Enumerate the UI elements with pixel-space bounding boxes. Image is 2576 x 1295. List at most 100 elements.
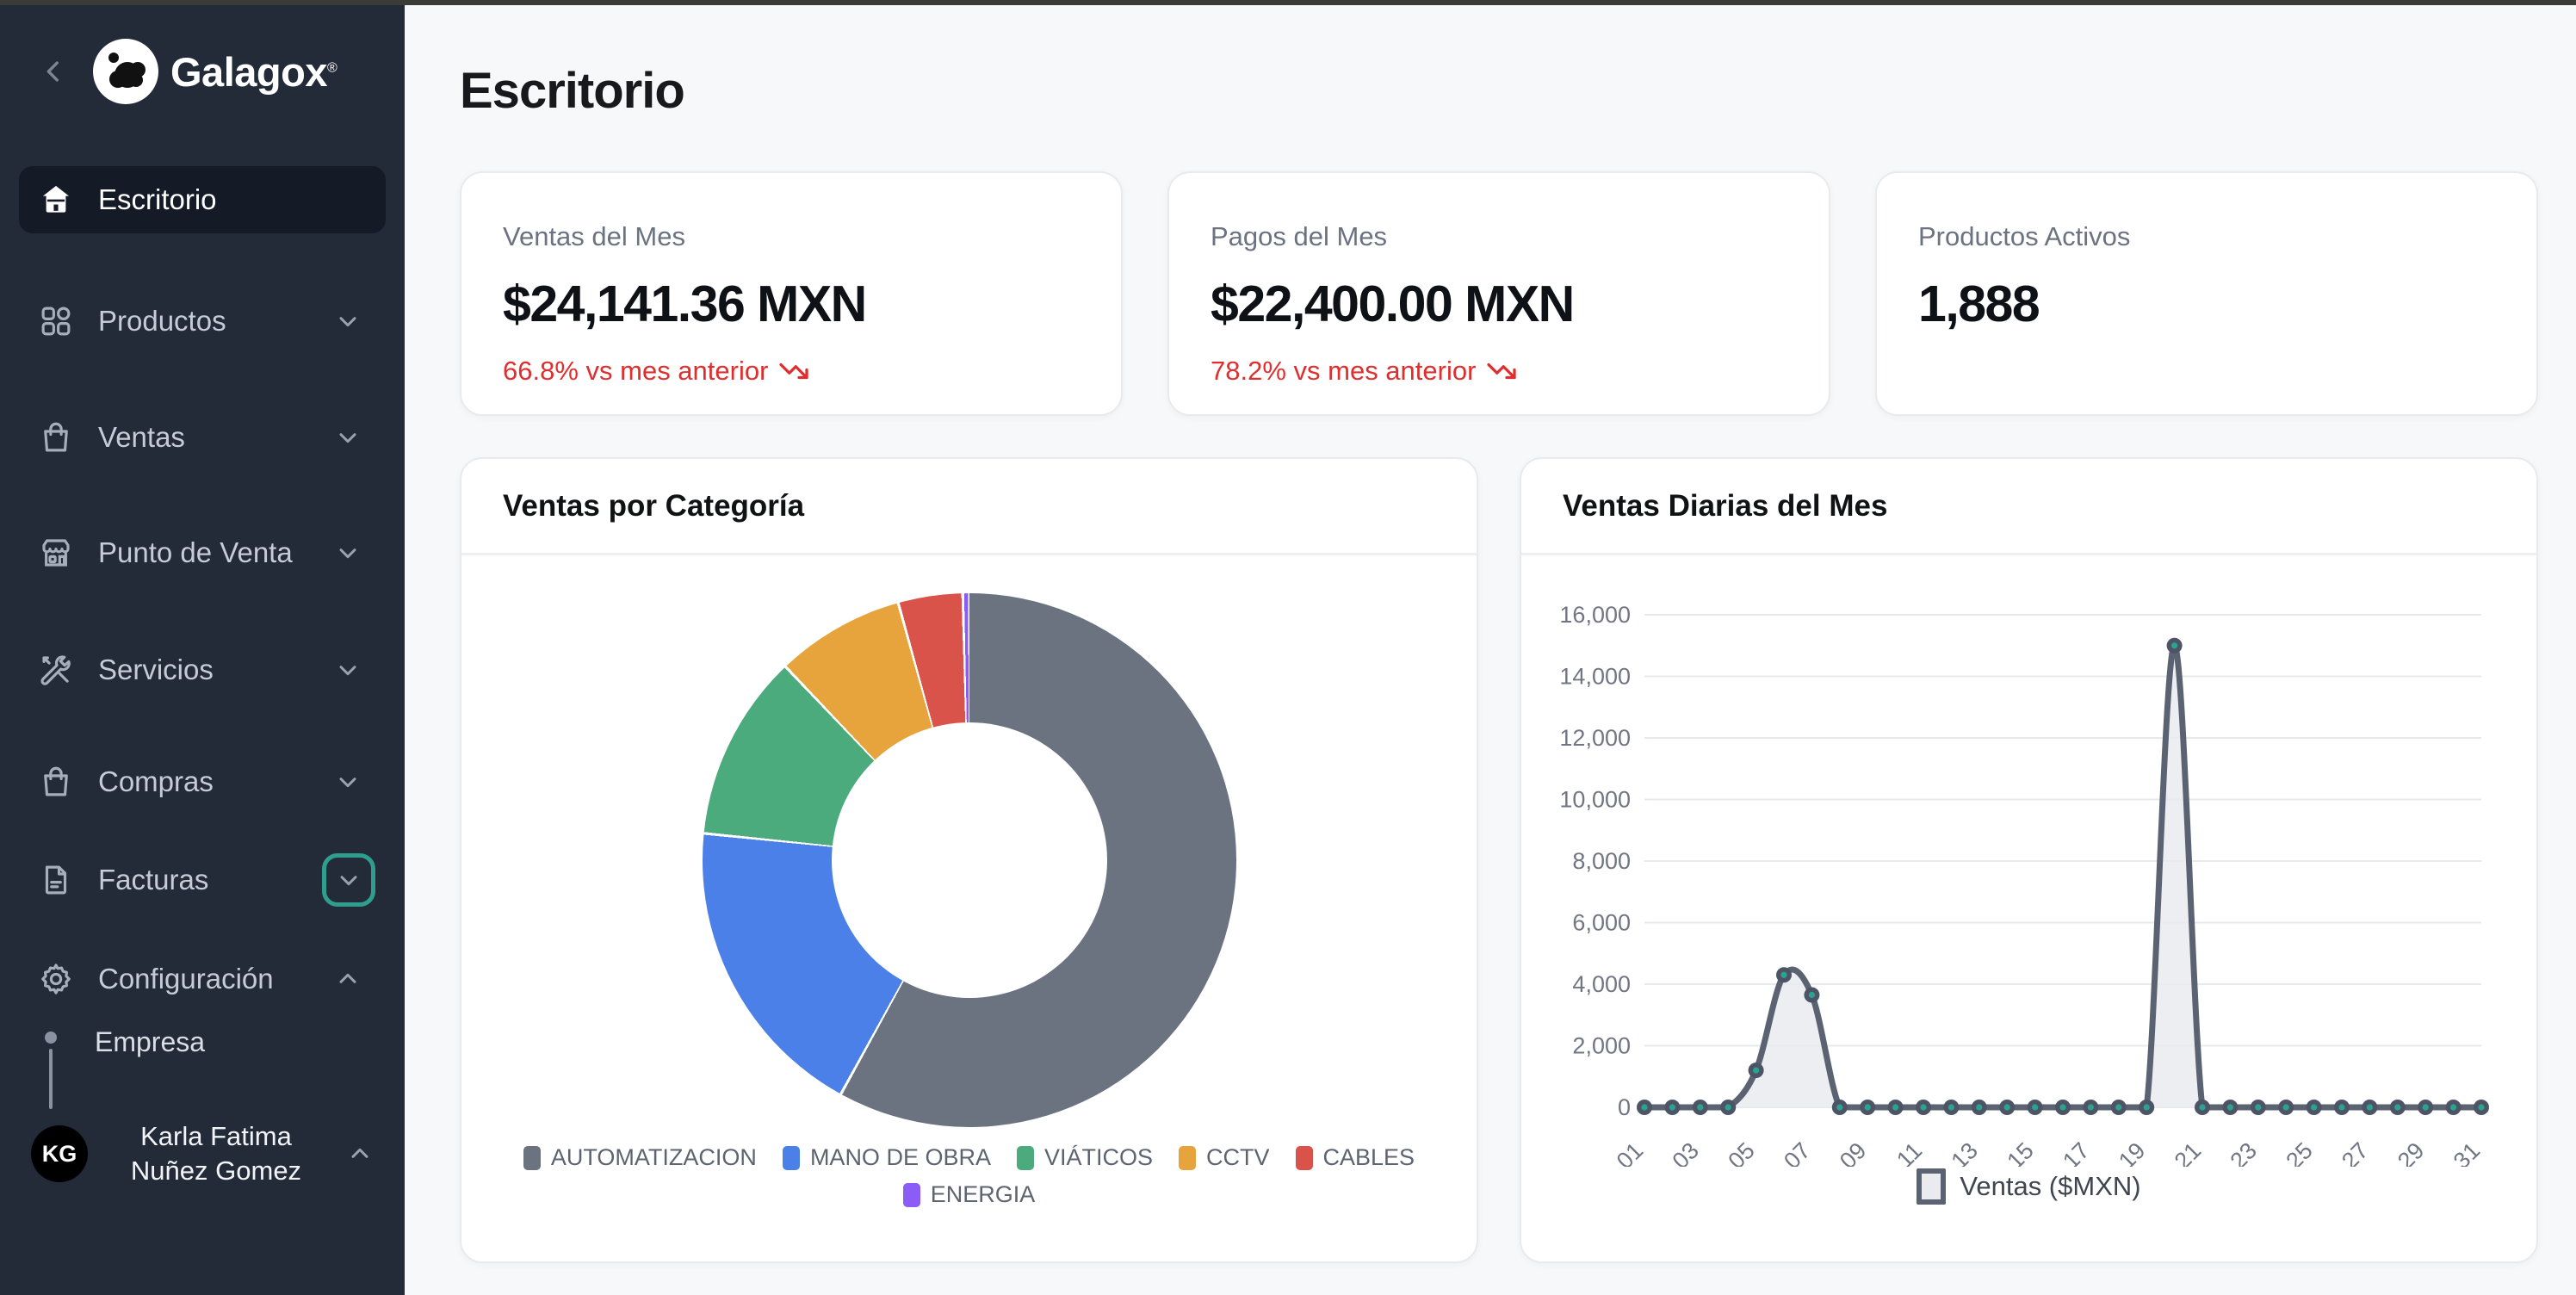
submenu-indicator-dot (45, 1032, 57, 1044)
sidebar-item-label: Punto de Venta (98, 536, 293, 568)
stat-value: $24,141.36 MXN (503, 276, 867, 332)
sidebar-item-ventas[interactable]: Ventas (19, 404, 386, 471)
x-axis-tick-label: 05 (1723, 1137, 1759, 1167)
chevron-down-icon (332, 654, 363, 685)
sidebar-item-label: Configuración (98, 963, 274, 994)
legend-label: CCTV (1206, 1144, 1270, 1170)
donut-hole (831, 722, 1107, 998)
sidebar: Galagox® Escritorio Productos Ventas Pun… (0, 0, 405, 1295)
x-axis-tick-label: 01 (1612, 1137, 1648, 1167)
stat-label: Pagos del Mes (1211, 221, 1388, 251)
app-logo[interactable]: Galagox® (93, 39, 337, 104)
charts-row: Ventas por Categoría AUTOMATIZACION MANO … (460, 457, 2538, 1263)
sidebar-item-compras[interactable]: Compras (19, 748, 386, 815)
legend-swatch (902, 1182, 920, 1207)
user-name: Karla Fatima Nuñez Gomez (88, 1119, 344, 1188)
chevron-down-icon (332, 306, 363, 337)
sidebar-item-facturas[interactable]: Facturas (19, 846, 386, 914)
legend-item[interactable]: CABLES (1295, 1144, 1415, 1171)
legend-label: AUTOMATIZACION (550, 1144, 757, 1170)
chevron-down-icon (332, 537, 363, 568)
donut-legend: AUTOMATIZACION MANO DE OBRA VIÁTICOS CCTV CA… (523, 1144, 1415, 1208)
donut-chart: AUTOMATIZACION MANO DE OBRA VIÁTICOS CCTV CA… (461, 555, 1477, 1261)
document-icon (36, 860, 76, 900)
y-axis-tick-label: 2,000 (1572, 1033, 1631, 1059)
y-axis-tick-label: 0 (1618, 1094, 1631, 1120)
submenu-indicator-line (49, 1049, 53, 1109)
y-axis-tick-label: 6,000 (1572, 910, 1631, 936)
chart-header: Ventas por Categoría (461, 459, 1477, 555)
gear-icon (36, 959, 76, 999)
sidebar-item-label: Ventas (98, 421, 185, 453)
y-axis-tick-label: 8,000 (1572, 848, 1631, 874)
shopping-bag-icon (36, 418, 76, 457)
sidebar-item-escritorio[interactable]: Escritorio (19, 166, 386, 233)
line-chart-plot[interactable]: 0 2,000 4,000 6,000 8,000 10,000 12,000 14,000 1… (1521, 555, 2537, 1174)
legend-label: ENERGIA (930, 1181, 1036, 1207)
sidebar-subitem-empresa[interactable]: Empresa (0, 1018, 405, 1066)
sidebar-item-servicios[interactable]: Servicios (19, 636, 386, 703)
legend-item[interactable]: AUTOMATIZACION (523, 1144, 757, 1171)
x-axis-tick-label: 11 (1892, 1137, 1927, 1167)
sidebar-subitem-label: Empresa (95, 1025, 206, 1057)
y-axis-tick-label: 16,000 (1559, 602, 1631, 628)
donut-ring[interactable] (702, 593, 1236, 1127)
sidebar-item-label: Productos (98, 305, 226, 337)
logo-text: Galagox® (170, 48, 337, 95)
legend-item[interactable]: ENERGIA (902, 1181, 1036, 1208)
legend-swatch (1016, 1145, 1034, 1170)
galagox-logo-icon (93, 39, 158, 104)
chart-card-ventas-diarias: Ventas Diarias del Mes 0 2,000 4,000 6,000 8… (1520, 457, 2538, 1263)
sidebar-item-configuracion[interactable]: Configuración (19, 945, 386, 1013)
x-axis-tick-label: 07 (1779, 1137, 1815, 1167)
page-title: Escritorio (460, 63, 685, 119)
chevron-left-icon (46, 61, 59, 82)
y-axis-tick-label: 4,000 (1572, 971, 1631, 997)
x-axis-tick-label: 23 (2226, 1137, 2262, 1167)
stat-delta: 66.8% vs mes anterior (503, 356, 1080, 387)
y-axis-tick-label: 10,000 (1559, 787, 1631, 813)
x-axis-tick-label: 17 (2058, 1137, 2094, 1167)
storefront-icon (36, 533, 76, 573)
collapse-sidebar-button[interactable] (34, 53, 72, 90)
legend-item[interactable]: VIÁTICOS (1016, 1144, 1153, 1171)
stat-card-pagos-del-mes: Pagos del Mes $22,400.00 MXN 78.2% vs me… (1167, 171, 1830, 416)
legend-item[interactable]: CCTV (1179, 1144, 1270, 1171)
chevron-up-icon (344, 1138, 375, 1169)
legend-label: MANO DE OBRA (809, 1144, 991, 1170)
chevron-up-icon (332, 964, 363, 994)
stat-value: 1,888 (1918, 276, 2040, 332)
x-axis-tick-label: 21 (2170, 1137, 2206, 1167)
legend-item[interactable]: MANO DE OBRA (782, 1144, 991, 1171)
facturas-chevron-focus-ring[interactable] (322, 853, 375, 907)
trending-down-icon (779, 362, 809, 380)
user-name-line1: Karla Fatima (140, 1121, 292, 1151)
user-name-line2: Nuñez Gomez (130, 1156, 302, 1186)
sidebar-item-label: Servicios (98, 654, 214, 685)
legend-label: VIÁTICOS (1043, 1144, 1153, 1170)
main-content: Escritorio Ventas del Mes $24,141.36 MXN… (405, 5, 2576, 1295)
x-axis-tick-label: 27 (2337, 1137, 2373, 1167)
avatar: KG (31, 1125, 88, 1182)
legend-swatch (782, 1145, 800, 1170)
stat-cards-row: Ventas del Mes $24,141.36 MXN 66.8% vs m… (460, 171, 2538, 416)
chart-card-ventas-por-categoria: Ventas por Categoría AUTOMATIZACION MANO … (460, 457, 1478, 1263)
stat-label: Ventas del Mes (503, 221, 685, 251)
sidebar-item-punto-de-venta[interactable]: Punto de Venta (19, 519, 386, 586)
grid-icon (36, 301, 76, 341)
sidebar-item-productos[interactable]: Productos (19, 288, 386, 355)
user-menu[interactable]: KG Karla Fatima Nuñez Gomez (0, 1119, 405, 1188)
chevron-down-icon (332, 422, 363, 453)
stat-delta-text: 78.2% vs mes anterior (1211, 356, 1477, 386)
chart-title: Ventas Diarias del Mes (1563, 488, 1888, 523)
chevron-down-icon (332, 766, 363, 797)
window-top-edge (0, 0, 2576, 5)
y-axis-tick-label: 12,000 (1559, 725, 1631, 751)
sidebar-item-label: Escritorio (98, 183, 217, 215)
legend-row: ENERGIA (902, 1181, 1036, 1208)
stat-card-productos-activos: Productos Activos 1,888 (1875, 171, 2538, 416)
x-axis-tick-label: 03 (1668, 1137, 1704, 1167)
chart-title: Ventas por Categoría (503, 488, 805, 523)
stat-value: $22,400.00 MXN (1211, 276, 1575, 332)
home-icon (36, 180, 76, 220)
